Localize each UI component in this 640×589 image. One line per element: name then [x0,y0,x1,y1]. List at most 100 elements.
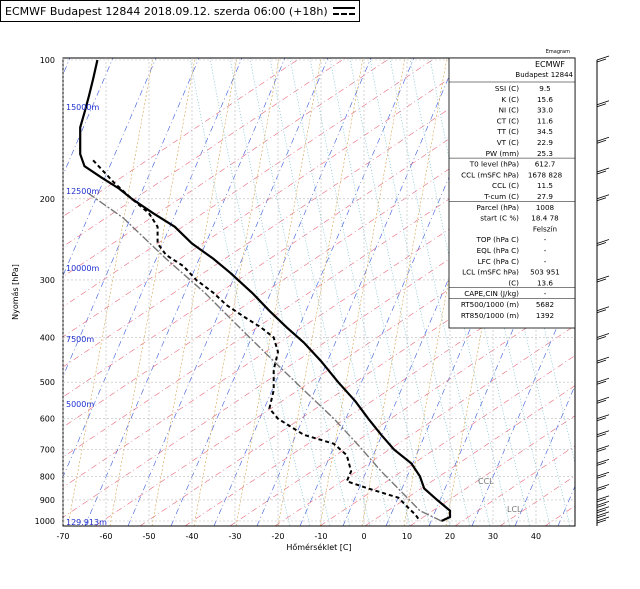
y-tick-label: 900 [40,496,55,505]
y-tick-label: 100 [40,56,55,65]
table-corner-label: Emagram [546,49,570,55]
table-row-label: RT500/1000 (m) [461,300,519,309]
table-row-label: CT (C) [497,116,520,125]
x-tick-label: -20 [271,532,284,541]
isotherm-line [84,58,286,526]
table-row-value: 503 951 [530,268,560,277]
isotherm-line [256,58,458,526]
table-row-label: start (C %) [480,214,519,223]
moist-adiabat-line [389,58,491,526]
table-row-value: 18.4 78 [531,214,559,223]
table-row-value: 25.3 [537,149,553,158]
table-row-label: LCL (mSFC hPa) [462,268,519,277]
table-row-value: 22.9 [537,138,553,147]
table-row-label: CCL (mSFC hPa) [461,170,519,179]
parcel-curve [88,193,442,522]
wind-barb [596,194,610,202]
table-row-value: 33.0 [537,106,553,115]
table-row-value: 1008 [536,203,555,212]
table-row-label: K (C) [501,95,519,104]
table-row-label: EQL (hPa C) [477,246,520,255]
height-label: 5000m [66,400,94,409]
table-row-value: 34.5 [537,127,553,136]
wind-barb [596,100,610,108]
table-row-label: CCL (C) [492,181,519,190]
table-row-label: TOP (hPa C) [475,235,519,244]
wind-barb [596,414,610,422]
moist-adiabat-line [249,58,351,526]
y-tick-label: 300 [40,276,55,285]
isotherm-line [170,58,372,526]
table-row-value: 15.6 [537,95,553,104]
mixing-ratio-line [277,58,364,526]
ccl-label: CCL [478,477,494,486]
y-tick-label: 600 [40,415,55,424]
x-tick-label: -30 [228,532,241,541]
x-tick-label: -40 [185,532,198,541]
wind-barb [596,396,610,404]
table-row-label: LFC (hPa C) [478,257,520,266]
mixing-ratio-line [319,58,406,526]
dry-adiabat-line [63,58,436,308]
table-model: ECMWF [535,60,565,69]
height-label: 7500m [66,335,94,344]
sounding-curves [79,59,452,522]
table-row-label: PW (mm) [486,149,520,158]
table-row-label: RT850/1000 (m) [461,311,519,320]
table-station: Budapest 12844 [515,71,573,79]
wind-barb [596,55,610,63]
y-axis-title: Nyomás [hPa] [11,264,20,320]
x-tick-label: 10 [402,532,412,541]
dry-adiabat-line [409,415,575,526]
table-row-value: 13.6 [537,278,553,287]
table-row-value: 27.9 [537,192,553,201]
table-row-label: CAPE,CIN (J/kg) [464,289,519,298]
moist-adiabat-line [289,58,391,526]
table-row-label: T-cum (C) [483,192,519,201]
x-tick-label: -60 [99,532,112,541]
table-row-label: SSI (C) [495,84,519,93]
height-label: 15000m [66,103,99,112]
table-row-label: T0 level (hPa) [469,160,519,169]
wind-barb [596,430,610,438]
moist-adiabat-line [189,58,291,526]
wind-barb [596,167,610,175]
dry-adiabat-line [319,355,575,526]
mixing-ratio-line [235,58,322,526]
dry-adiabat-line [63,58,526,368]
table-row-label: Parcel (hPa) [477,203,520,212]
dry-adiabat-line [63,58,571,398]
y-tick-label: 200 [40,195,55,204]
wind-barb [596,516,610,524]
x-tick-label: -70 [56,532,69,541]
table-row-value: 612.7 [535,160,556,169]
wind-barb [596,333,610,340]
wind-barb [596,356,610,364]
table-row-value: 5682 [536,300,554,309]
table-row-label: VT (C) [497,138,519,147]
table-row-value: - [544,289,547,298]
lcl-label: LCL [507,505,522,514]
wind-barb [596,306,610,314]
table-row-value: 11.5 [537,181,553,190]
dry-adiabat-line [364,385,575,526]
isotherm-line [213,58,415,526]
x-tick-label: 40 [531,532,541,541]
wind-barb [596,501,610,508]
wind-barb [596,377,610,385]
x-tick-label: 0 [361,532,366,541]
wind-barb [596,506,610,514]
wind-barbs [596,55,610,526]
moist-adiabat-line [369,58,471,526]
mixing-ratio-line [151,58,238,526]
height-label: 10000m [66,264,99,273]
mixing-ratio-line [361,58,448,526]
moist-adiabat-line [209,58,311,526]
table-row-label: (C) [508,278,519,287]
moist-adiabat-line [269,58,371,526]
dry-adiabat-line [63,84,575,428]
isotherm-line [63,58,200,378]
height-label: 129.913m [66,518,107,527]
